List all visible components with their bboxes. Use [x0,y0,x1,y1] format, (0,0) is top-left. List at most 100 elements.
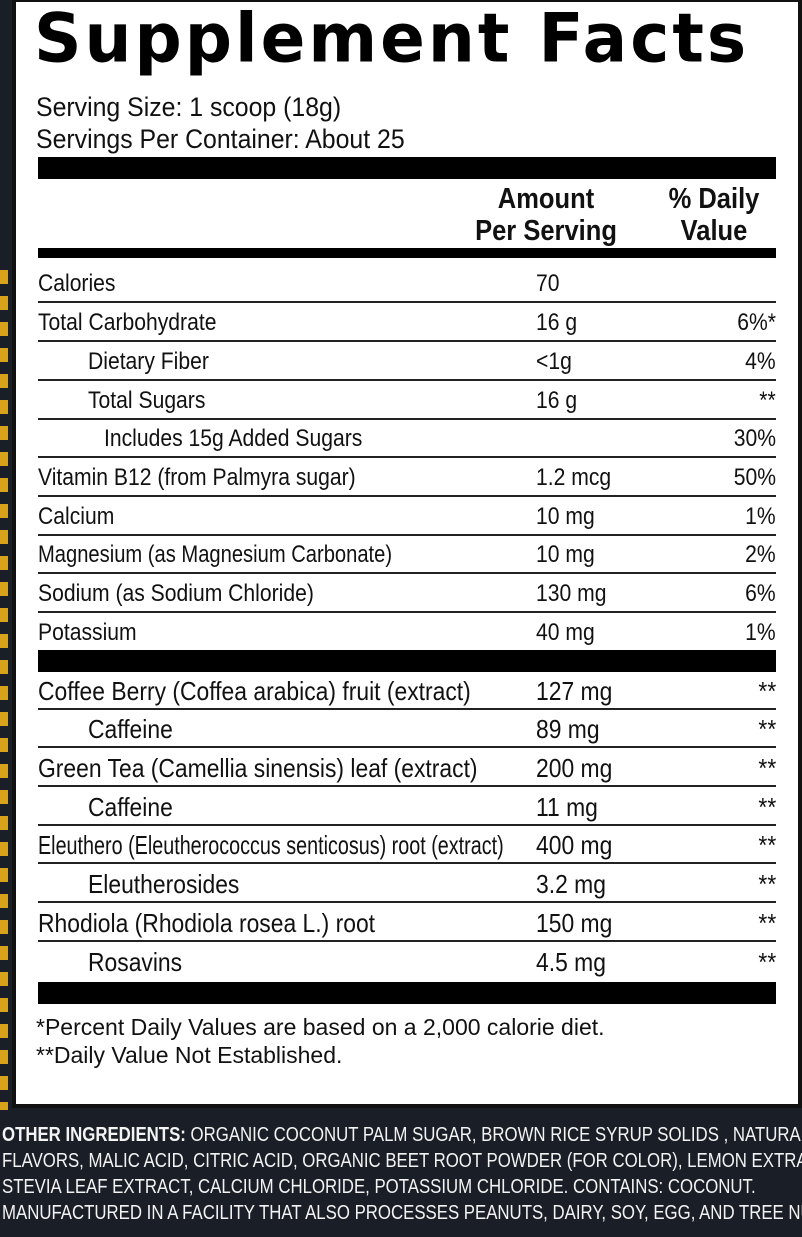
nutrient-row: Potassium 40 mg 1% [38,614,776,652]
amount-per-serving: 127 mg [536,676,613,706]
ingredient-name: Dietary Fiber [88,348,209,375]
daily-value: 1% [745,619,776,646]
row-divider [38,746,776,748]
daily-value: 30% [733,425,776,452]
ingredient-name: Calcium [38,503,115,530]
amount-per-serving: 4.5 mg [536,947,606,977]
ingredient-name: Total Sugars [88,387,206,414]
decorative-stripe [0,270,8,1110]
daily-value-header-line1: % Daily [668,183,760,215]
section-divider-bar [38,650,776,672]
botanical-row: Coffee Berry (Coffea arabica) fruit (ext… [38,672,776,710]
ingredient-name: Potassium [38,619,137,646]
row-divider [38,418,776,420]
amount-per-serving: 40 mg [536,619,595,646]
nutrient-row: Calcium 10 mg 1% [38,498,776,536]
nutrient-row: Total Sugars 16 g ** [38,382,776,420]
daily-value: ** [758,947,776,977]
daily-value: ** [758,676,776,706]
nutrient-row: Vitamin B12 (from Palmyra sugar) 1.2 mcg 5… [38,459,776,497]
ingredient-name: Eleuthero (Eleutherococcus senticosus) r… [38,830,504,860]
ingredient-name: Caffeine [88,714,173,744]
daily-value: 4% [745,348,776,375]
ingredient-name: Caffeine [88,792,173,822]
ingredient-name: Green Tea (Camellia sinensis) leaf (extr… [38,753,478,783]
amount-per-serving: <1g [536,348,572,375]
daily-value-header-line2: Value [680,215,748,247]
daily-value: 1% [745,503,776,530]
row-divider [38,901,776,903]
amount-per-serving: 400 mg [536,830,613,860]
ingredient-name: Magnesium (as Magnesium Carbonate) [38,541,393,568]
nutrient-row: Includes 15g Added Sugars 30% [38,420,776,458]
footnote-not-established: **Daily Value Not Established. [36,1042,343,1068]
ingredient-name: Coffee Berry (Coffea arabica) fruit (ext… [38,676,471,706]
row-divider [38,940,776,942]
other-ingredients-line2: FLAVORS, MALIC ACID, CITRIC ACID, ORGANI… [2,1150,802,1172]
ingredient-name: Eleutherosides [88,869,240,899]
row-divider [38,301,776,303]
row-divider [38,572,776,574]
amount-per-serving: 1.2 mcg [536,464,612,491]
amount-header: Amount Per Serving [471,183,621,247]
nutrient-row: Magnesium (as Magnesium Carbonate) 10 mg 2… [38,536,776,574]
nutrient-row: Calories 70 [38,265,776,303]
supplement-facts-panel: Supplement Facts Serving Size: 1 scoop (… [12,0,802,1108]
amount-per-serving: 130 mg [536,580,607,607]
amount-per-serving: 3.2 mg [536,869,606,899]
row-divider [38,785,776,787]
nutrient-row: Dietary Fiber <1g 4% [38,343,776,381]
amount-per-serving: 16 g [536,309,578,336]
ingredient-name: Vitamin B12 (from Palmyra sugar) [38,464,356,491]
daily-value: ** [759,387,776,414]
daily-value: ** [758,792,776,822]
other-ingredients-line4: MANUFACTURED IN A FACILITY THAT ALSO PRO… [2,1202,802,1224]
serving-size: Serving Size: 1 scoop (18g) [36,92,342,122]
ingredient-name: Includes 15g Added Sugars [104,425,363,452]
botanical-row: Eleutherosides 3.2 mg ** [38,865,776,903]
botanical-row: Rhodiola (Rhodiola rosea L.) root 150 mg *… [38,904,776,942]
amount-per-serving: 200 mg [536,753,613,783]
daily-value: 50% [733,464,776,491]
ingredient-name: Total Carbohydrate [38,309,217,336]
row-divider [38,824,776,826]
amount-per-serving: 10 mg [536,503,595,530]
ingredient-name: Sodium (as Sodium Chloride) [38,580,314,607]
header-bottom-bar [38,248,776,258]
daily-value: ** [758,714,776,744]
ingredient-name: Calories [38,270,116,297]
nutrient-row: Total Carbohydrate 16 g 6%* [38,304,776,342]
amount-per-serving: 10 mg [536,541,595,568]
panel-title: Supplement Facts [34,0,750,78]
amount-per-serving: 16 g [536,387,578,414]
footer-divider-bar [38,982,776,1004]
row-divider [38,495,776,497]
daily-value: ** [758,908,776,938]
other-ingredients-label: OTHER INGREDIENTS: [2,1124,186,1146]
botanical-row: Rosavins 4.5 mg ** [38,943,776,981]
amount-per-serving: 89 mg [536,714,600,744]
daily-value-header: % Daily Value [661,183,767,247]
amount-header-line2: Per Serving [475,215,617,247]
daily-value: ** [758,753,776,783]
amount-per-serving: 150 mg [536,908,613,938]
amount-per-serving: 70 [536,270,560,297]
daily-value: 6%* [737,309,776,336]
row-divider [38,611,776,613]
header-divider-bar [38,157,776,179]
ingredient-name: Rhodiola (Rhodiola rosea L.) root [38,908,376,938]
row-divider [38,708,776,710]
servings-per-container: Servings Per Container: About 25 [36,124,405,154]
botanical-row: Green Tea (Camellia sinensis) leaf (extr… [38,749,776,787]
daily-value: 6% [745,580,776,607]
row-divider [38,862,776,864]
botanical-row: Eleuthero (Eleutherococcus senticosus) r… [38,826,776,864]
amount-header-line1: Amount [497,183,595,215]
other-ingredients: OTHER INGREDIENTS: ORGANIC COCONUT PALM … [0,1122,802,1226]
daily-value: 2% [745,541,776,568]
ingredient-name: Rosavins [88,947,183,977]
row-divider [38,534,776,536]
row-divider [38,456,776,458]
nutrient-row: Sodium (as Sodium Chloride) 130 mg 6% [38,575,776,613]
amount-per-serving: 11 mg [536,792,598,822]
